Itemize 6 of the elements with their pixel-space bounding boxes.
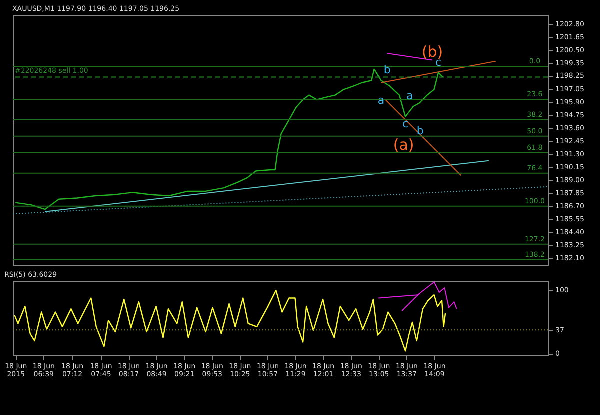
annotation: b bbox=[384, 63, 391, 76]
annotation: a bbox=[406, 89, 414, 102]
annotation: c bbox=[402, 118, 409, 131]
annotation: (a) bbox=[393, 136, 414, 154]
annotation: a bbox=[378, 94, 385, 107]
annotation: b bbox=[416, 124, 424, 138]
